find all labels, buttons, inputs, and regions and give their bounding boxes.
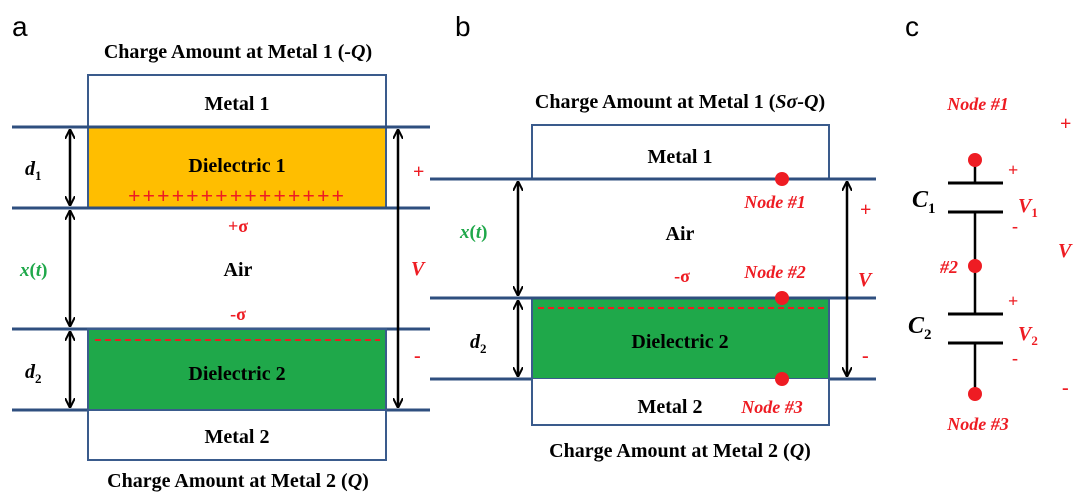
minus-sigma-label: -σ xyxy=(230,304,246,324)
node3-label-c: Node #3 xyxy=(946,414,1009,434)
voltage-plus: + xyxy=(413,161,424,183)
d1-label: d1 xyxy=(25,158,42,183)
voltage-V: V xyxy=(411,258,426,280)
metal1-plate xyxy=(87,74,387,128)
source-minus-c: - xyxy=(1062,377,1069,399)
dielectric1-label: Dielectric 1 xyxy=(188,155,285,177)
d2-label: d2 xyxy=(25,361,42,386)
dielectric2-layer-b xyxy=(531,297,830,380)
air-label: Air xyxy=(224,259,253,281)
voltage-V-b: V xyxy=(858,269,873,291)
dielectric2-layer xyxy=(87,328,387,411)
d2-label-b: d2 xyxy=(470,331,487,356)
v2-label: V2 xyxy=(1018,323,1038,348)
node3-label-b: Node #3 xyxy=(740,397,803,417)
dielectric2-label: Dielectric 2 xyxy=(188,363,285,385)
c2-label: C2 xyxy=(908,313,932,343)
panel-letter-c: c xyxy=(905,11,919,42)
node1-dot-c xyxy=(968,153,982,167)
dielectric2-label-b: Dielectric 2 xyxy=(631,331,728,353)
dielectric1-layer xyxy=(87,126,387,209)
metal1-label-b: Metal 1 xyxy=(648,146,713,168)
c2-plus: + xyxy=(1008,291,1018,311)
node2-dot-c xyxy=(968,259,982,273)
node2-label-c: #2 xyxy=(939,257,958,277)
voltage-minus-b: - xyxy=(862,345,869,367)
voltage-minus: - xyxy=(414,345,421,367)
v1-label: V1 xyxy=(1018,195,1038,220)
panel-letter-a: a xyxy=(12,11,28,42)
panel-c: c Node #1 + C1 C2 + - + - V1 V2 #2 V - N… xyxy=(905,11,1073,434)
c1-label: C1 xyxy=(912,187,936,217)
node1-dot-b xyxy=(775,172,789,186)
metal2-charge-caption-b: Charge Amount at Metal 2 (Q) xyxy=(549,440,811,462)
metal2-label: Metal 2 xyxy=(205,426,270,448)
voltage-plus-b: + xyxy=(860,199,871,221)
minus-sigma-label-b: -σ xyxy=(674,266,690,286)
plus-sigma-label: +σ xyxy=(228,216,248,236)
metal1-label: Metal 1 xyxy=(205,93,270,115)
node2-label-b: Node #2 xyxy=(743,262,806,282)
metal1-plate-b xyxy=(531,124,830,179)
node3-dot-b xyxy=(775,372,789,386)
gap-label-x-t-b: xx((t) xyxy=(459,222,487,243)
metal1-charge-caption: Charge Amount at Metal 1 (-Q) xyxy=(104,41,372,63)
metal2-plate xyxy=(87,409,387,461)
node1-label-b: Node #1 xyxy=(743,192,806,212)
air-label-b: Air xyxy=(666,223,695,245)
metal2-plate-b xyxy=(531,379,830,426)
source-plus-c: + xyxy=(1060,113,1071,135)
gap-label-x-t: xx((t) xyxy=(19,260,47,281)
panel-a: a Charge Amount at Metal 1 (-Q) Metal 1 … xyxy=(12,11,430,492)
node2-dot-b xyxy=(775,291,789,305)
c1-minus: - xyxy=(1012,216,1018,236)
panel-b: b Charge Amount at Metal 1 (Sσ-Q) Metal … xyxy=(430,11,876,462)
panel-letter-b: b xyxy=(455,11,471,42)
metal2-charge-caption: Charge Amount at Metal 2 (Q) xyxy=(107,470,369,492)
metal1-charge-caption-b: Charge Amount at Metal 1 (Sσ-Q) xyxy=(535,91,825,113)
c1-plus: + xyxy=(1008,160,1018,180)
c2-minus: - xyxy=(1012,348,1018,368)
metal2-label-b: Metal 2 xyxy=(638,396,703,418)
positive-charge-row: +++++++++++++++ xyxy=(128,183,346,208)
node1-label-c: Node #1 xyxy=(946,94,1009,114)
node3-dot-c xyxy=(968,387,982,401)
source-V-c: V xyxy=(1058,240,1073,262)
